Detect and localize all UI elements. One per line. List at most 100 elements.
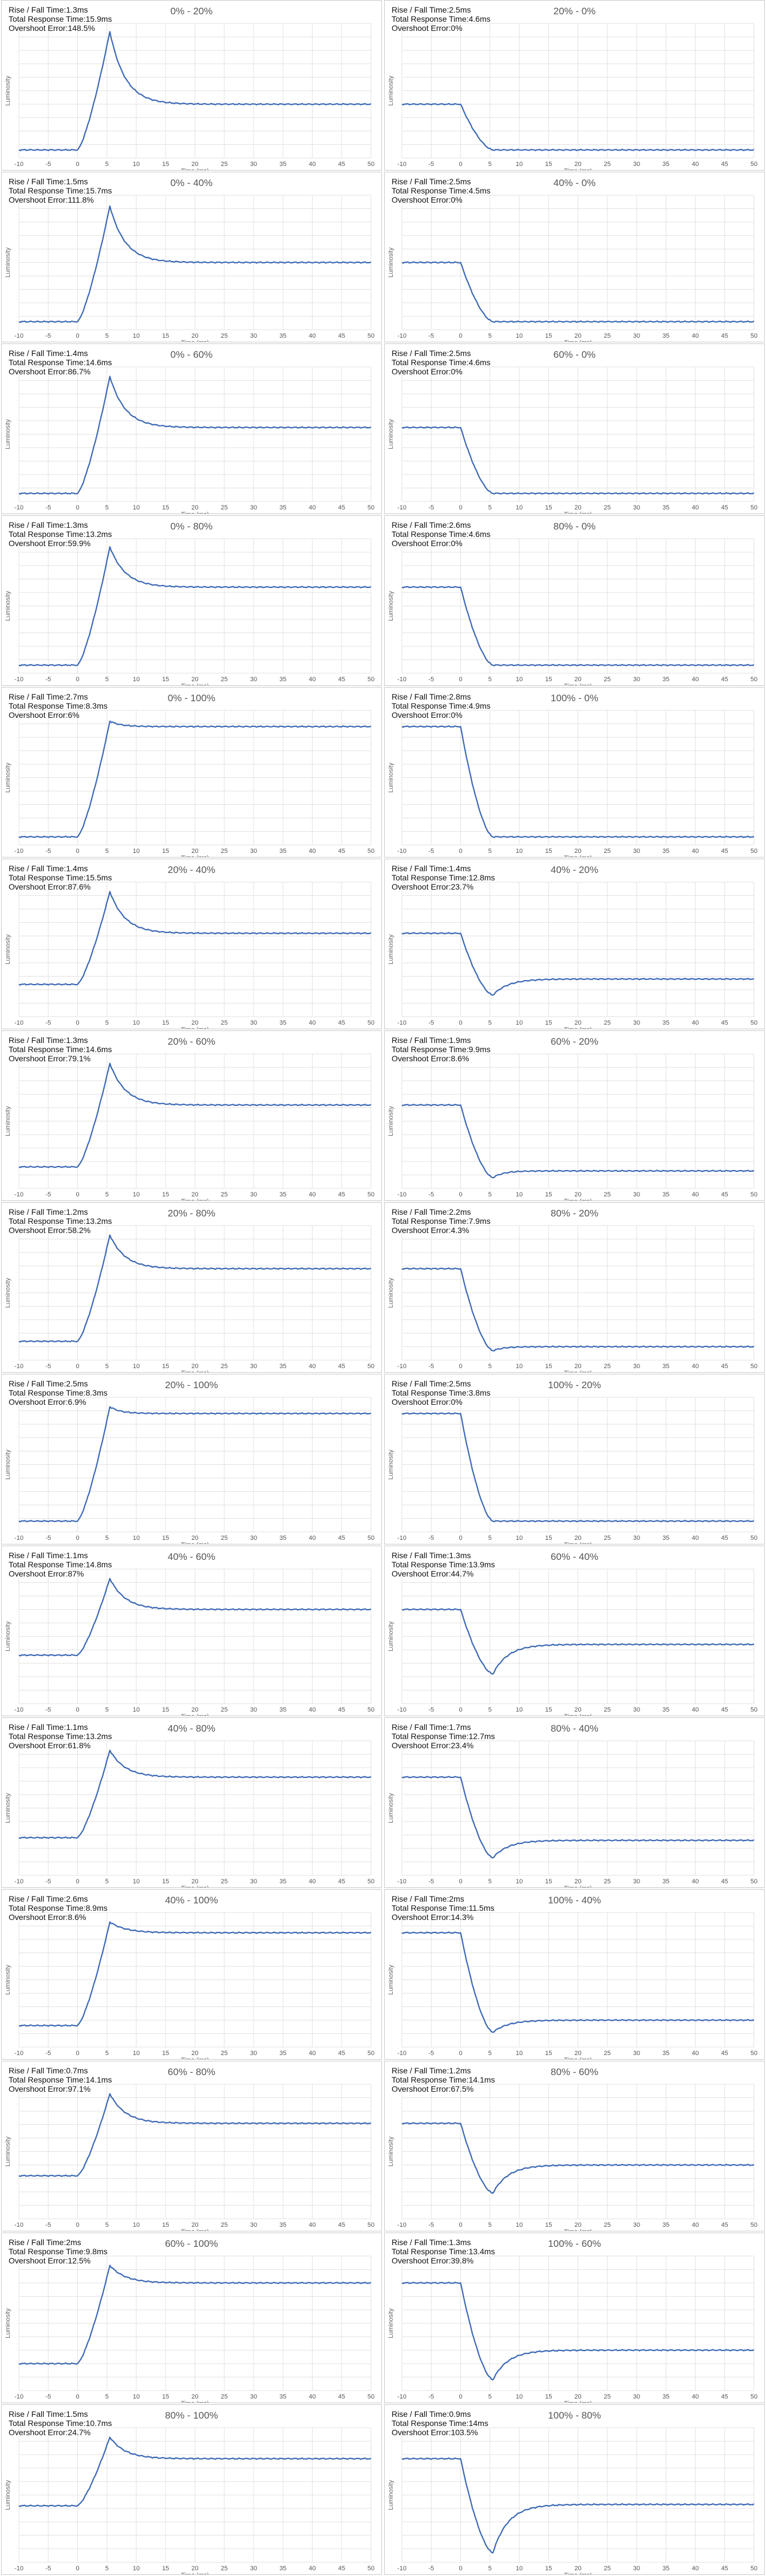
x-tick-label: 20 bbox=[574, 1535, 581, 1542]
rise-fall-time: Rise / Fall Time:1.5ms bbox=[9, 177, 88, 186]
response-curve bbox=[18, 546, 372, 667]
response-curve bbox=[18, 720, 372, 839]
x-tick-label: 0 bbox=[459, 1706, 462, 1713]
x-tick-label: -10 bbox=[14, 2050, 23, 2057]
x-tick-label: 5 bbox=[105, 2050, 109, 2057]
x-tick-label: 50 bbox=[368, 1363, 374, 1370]
x-tick-label: 40 bbox=[692, 2565, 698, 2572]
x-tick-label: 0 bbox=[76, 1191, 79, 1198]
x-tick-label: 25 bbox=[221, 2222, 228, 2229]
rise-fall-time: Rise / Fall Time:2ms bbox=[392, 1894, 464, 1903]
x-tick-label: 0 bbox=[459, 1191, 462, 1198]
total-response-time: Total Response Time:13.2ms bbox=[9, 1216, 112, 1226]
x-tick-label: -5 bbox=[428, 161, 434, 168]
x-tick-label: 15 bbox=[162, 848, 169, 855]
x-tick-label: 15 bbox=[162, 2050, 169, 2057]
x-tick-label: 35 bbox=[662, 504, 669, 511]
measurement-info: Rise / Fall Time:2ms Total Response Time:… bbox=[392, 1894, 495, 1922]
x-tick-label: -5 bbox=[428, 848, 434, 855]
y-axis-label: Luminosity bbox=[5, 1278, 11, 1308]
overshoot-error: Overshoot Error:23.4% bbox=[392, 1741, 474, 1750]
x-tick-label: 0 bbox=[459, 1363, 462, 1370]
x-tick-label: 20 bbox=[574, 161, 581, 168]
x-tick-label: 35 bbox=[662, 2393, 669, 2400]
response-curve bbox=[18, 31, 372, 152]
total-response-time: Total Response Time:13.2ms bbox=[9, 530, 112, 539]
chart-panel: -10 -5 0 5 10 15 20 25 30 35 40 45 50 Time (ms) Lumino… bbox=[1, 2233, 382, 2403]
x-tick-label: 35 bbox=[279, 2222, 286, 2229]
response-curve bbox=[401, 2281, 755, 2381]
x-axis-label: Time (ms) bbox=[564, 1026, 592, 1029]
x-tick-label: 0 bbox=[76, 2050, 79, 2057]
chart-plot: -10 -5 0 5 10 15 20 25 30 35 40 45 50 Time (ms) Lumino… bbox=[5, 882, 374, 1029]
chart-panel: -10 -5 0 5 10 15 20 25 30 35 40 45 50 Time (ms) Lumino… bbox=[1, 1717, 382, 1888]
x-tick-label: 20 bbox=[191, 1363, 198, 1370]
x-tick-label: 45 bbox=[338, 1191, 345, 1198]
x-tick-label: 40 bbox=[692, 333, 698, 339]
overshoot-error: Overshoot Error:61.8% bbox=[9, 1741, 91, 1750]
x-tick-label: -10 bbox=[14, 2565, 23, 2572]
x-tick-label: 50 bbox=[368, 2222, 374, 2229]
x-tick-label: 50 bbox=[751, 2050, 757, 2057]
x-tick-label: 5 bbox=[488, 676, 492, 683]
measurement-info: Rise / Fall Time:1.3ms Total Response Tim… bbox=[392, 1551, 495, 1578]
rise-fall-time: Rise / Fall Time:1.2ms bbox=[9, 1207, 88, 1216]
x-tick-label: 10 bbox=[516, 1706, 523, 1713]
x-tick-label: 30 bbox=[250, 1191, 257, 1198]
x-tick-label: 40 bbox=[692, 1020, 698, 1026]
x-tick-label: 10 bbox=[133, 1535, 140, 1542]
chart-plot: -10 -5 0 5 10 15 20 25 30 35 40 45 50 Time (ms) Lumino… bbox=[388, 1397, 757, 1544]
x-tick-label: 20 bbox=[191, 333, 198, 339]
x-tick-label: 20 bbox=[574, 1191, 581, 1198]
y-axis-label: Luminosity bbox=[388, 1965, 394, 1995]
total-response-time: Total Response Time:15.9ms bbox=[9, 14, 112, 23]
x-tick-label: 15 bbox=[545, 1363, 552, 1370]
overshoot-error: Overshoot Error:8.6% bbox=[9, 1913, 86, 1922]
x-axis-label: Time (ms) bbox=[564, 2400, 592, 2403]
x-tick-label: 40 bbox=[692, 504, 698, 511]
x-axis-label: Time (ms) bbox=[564, 1370, 592, 1373]
rise-fall-time: Rise / Fall Time:0.9ms bbox=[392, 2409, 471, 2419]
overshoot-error: Overshoot Error:4.3% bbox=[392, 1226, 469, 1235]
x-tick-label: 45 bbox=[338, 161, 345, 168]
x-axis-label: Time (ms) bbox=[564, 1198, 592, 1201]
total-response-time: Total Response Time:14ms bbox=[392, 2419, 488, 2428]
chart-plot: -10 -5 0 5 10 15 20 25 30 35 40 45 50 Time (ms) Lumino… bbox=[5, 1053, 374, 1200]
x-tick-label: 50 bbox=[368, 1535, 374, 1542]
x-tick-label: 25 bbox=[221, 504, 228, 511]
x-tick-label: 30 bbox=[250, 161, 257, 168]
x-tick-label: 45 bbox=[338, 676, 345, 683]
x-tick-label: 20 bbox=[191, 1706, 198, 1713]
x-axis-label: Time (ms) bbox=[181, 1026, 209, 1029]
rise-fall-time: Rise / Fall Time:1.4ms bbox=[392, 864, 471, 873]
rise-fall-time: Rise / Fall Time:2.5ms bbox=[9, 1379, 88, 1388]
rise-fall-time: Rise / Fall Time:2.2ms bbox=[392, 1207, 471, 1216]
x-tick-label: 15 bbox=[545, 161, 552, 168]
rise-fall-time: Rise / Fall Time:1.7ms bbox=[392, 1722, 471, 1732]
x-tick-label: 30 bbox=[633, 1706, 640, 1713]
response-curve bbox=[18, 891, 372, 986]
x-tick-label: 20 bbox=[191, 2222, 198, 2229]
overshoot-error: Overshoot Error:59.9% bbox=[9, 539, 91, 548]
x-tick-label: 15 bbox=[162, 504, 169, 511]
x-tick-label: 20 bbox=[574, 333, 581, 339]
x-tick-label: 30 bbox=[633, 1535, 640, 1542]
x-tick-label: -5 bbox=[428, 2222, 434, 2229]
x-tick-label: 40 bbox=[309, 676, 315, 683]
measurement-info: Rise / Fall Time:2.5ms Total Response Tim… bbox=[392, 177, 491, 204]
measurement-info: Rise / Fall Time:2.8ms Total Response Tim… bbox=[392, 692, 491, 720]
x-tick-label: -10 bbox=[397, 2222, 406, 2229]
rise-fall-time: Rise / Fall Time:2.5ms bbox=[392, 5, 471, 14]
x-tick-label: 20 bbox=[574, 1706, 581, 1713]
x-tick-label: 0 bbox=[76, 848, 79, 855]
chart-panel: -10 -5 0 5 10 15 20 25 30 35 40 45 50 Time (ms) Lumino… bbox=[1, 1374, 382, 1544]
x-tick-label: 5 bbox=[105, 1191, 109, 1198]
overshoot-error: Overshoot Error:23.7% bbox=[392, 882, 474, 891]
overshoot-error: Overshoot Error:0% bbox=[392, 1397, 463, 1406]
measurement-info: Rise / Fall Time:0.7ms Total Response Tim… bbox=[9, 2066, 112, 2093]
x-tick-label: 10 bbox=[516, 161, 523, 168]
x-tick-label: 10 bbox=[133, 333, 140, 339]
rise-fall-time: Rise / Fall Time:2.5ms bbox=[392, 349, 471, 358]
x-tick-label: -10 bbox=[397, 1878, 406, 1885]
x-tick-label: 35 bbox=[662, 1706, 669, 1713]
